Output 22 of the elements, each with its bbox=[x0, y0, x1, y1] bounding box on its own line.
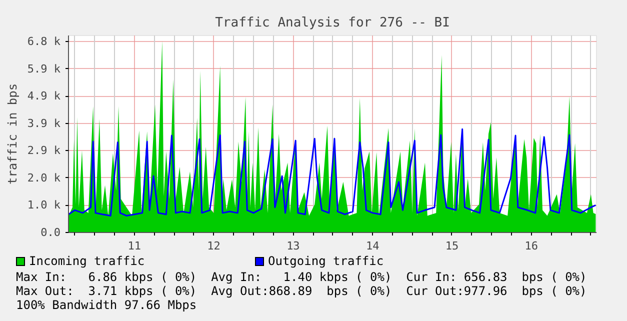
legend-label: Outgoing traffic bbox=[267, 254, 384, 268]
y-axis-title: traffic in bps bbox=[5, 83, 20, 185]
text: Max Out: 3.71 kbps ( 0%) Avg Out:868.89 bps ( 0%) Cur Out:977.96 bps ( 0%) bbox=[16, 284, 587, 298]
x-tick-label: 12 bbox=[207, 240, 220, 252]
y-tick-label: 2.9 k bbox=[27, 144, 61, 158]
y-tick-label: 3.9 k bbox=[27, 116, 61, 130]
y-tick-label: 4.9 k bbox=[27, 90, 61, 103]
y-tick-label: 2.0 k bbox=[27, 171, 61, 184]
line-series bbox=[68, 128, 596, 216]
y-tick-label: 6.8 k bbox=[27, 34, 61, 48]
x-tick-label: 15 bbox=[445, 240, 459, 252]
legend-label: Incoming traffic bbox=[28, 254, 145, 268]
x-tick-label: 13 bbox=[286, 240, 300, 252]
text: Max In: 6.86 kbps ( 0%) Avg In: 1.40 kbps ( 0%) Cur In: 656.83 bps ( 0%) bbox=[16, 270, 587, 284]
x-tick-label: 14 bbox=[366, 240, 380, 252]
x-tick-label: 16 bbox=[524, 240, 538, 252]
y-tick-label: 5.9 k bbox=[27, 62, 61, 76]
chart-title: Traffic Analysis for 276 -- BI bbox=[215, 16, 450, 30]
y-tick-label: 0.0 bbox=[40, 226, 61, 239]
x-tick-label: 11 bbox=[128, 240, 142, 252]
y-tick-label: 1.0 k bbox=[27, 198, 61, 212]
text: 100% Bandwidth 97.66 Mbps bbox=[16, 298, 197, 312]
